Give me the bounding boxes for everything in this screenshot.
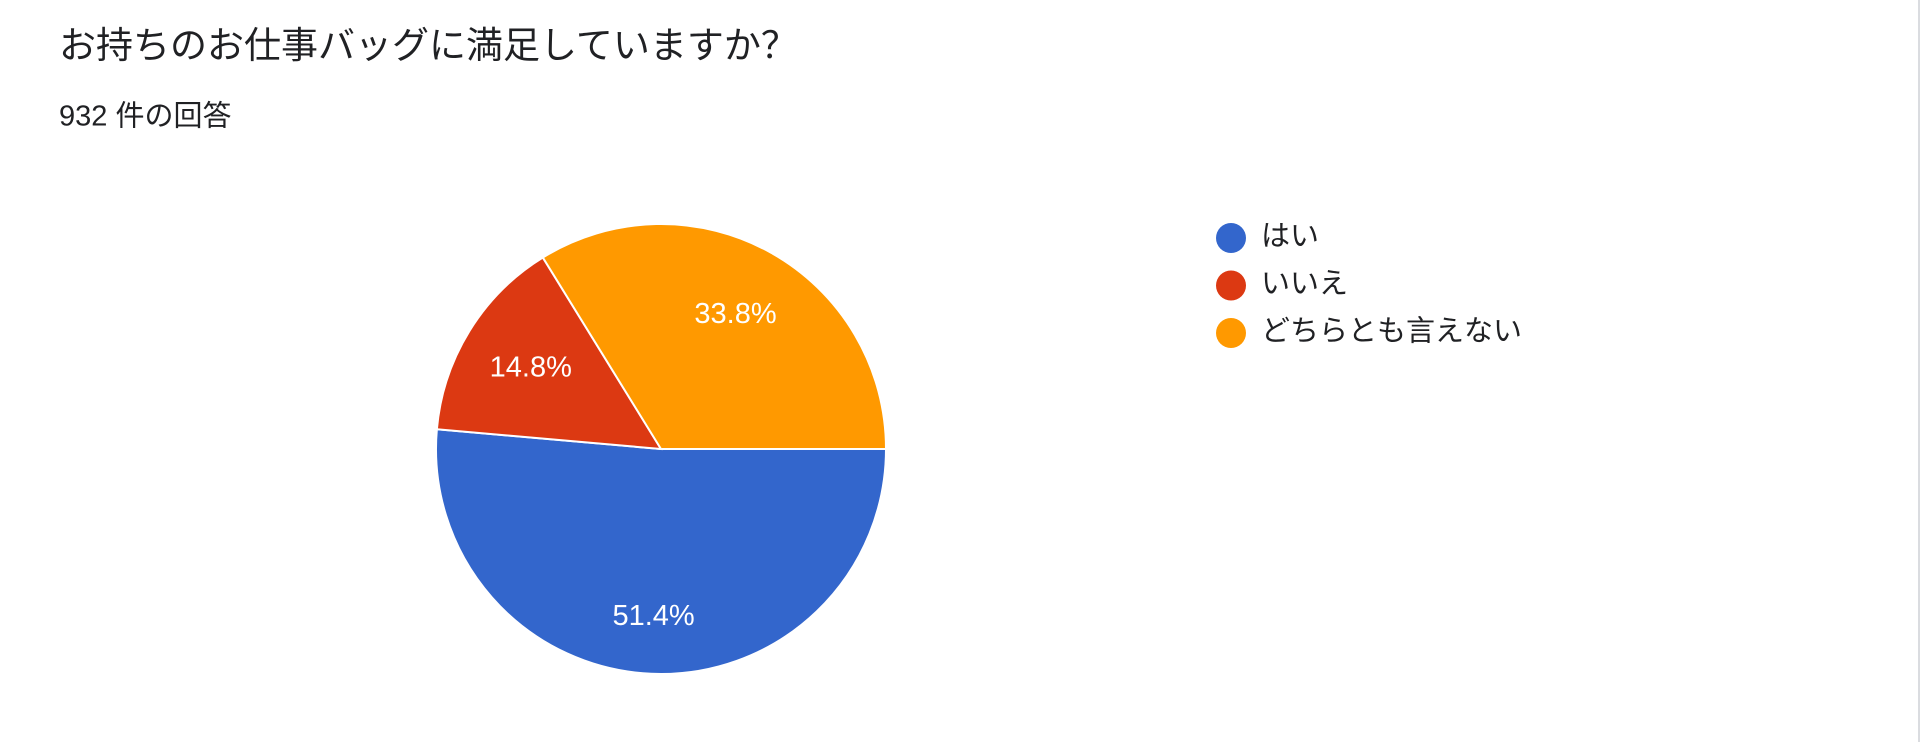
legend-swatch: [1216, 223, 1246, 253]
legend-label: はい: [1261, 221, 1319, 253]
pie-slice: [435, 256, 663, 451]
chart-subtitle: 932 件の回答: [59, 100, 231, 133]
legend-swatch: [1216, 270, 1246, 301]
legend-label: いいえ: [1261, 268, 1348, 300]
chart-title: お持ちのお仕事バッグに満足していますか？: [59, 25, 798, 66]
pie-slice: [541, 223, 888, 450]
data-label: 51.4%: [612, 600, 694, 632]
pie-slice: [435, 428, 888, 675]
legend-swatch: [1216, 318, 1246, 348]
data-label: 33.8%: [694, 298, 776, 330]
data-label: 14.8%: [490, 351, 572, 383]
legend-label: どちらとも言えない: [1261, 315, 1522, 348]
